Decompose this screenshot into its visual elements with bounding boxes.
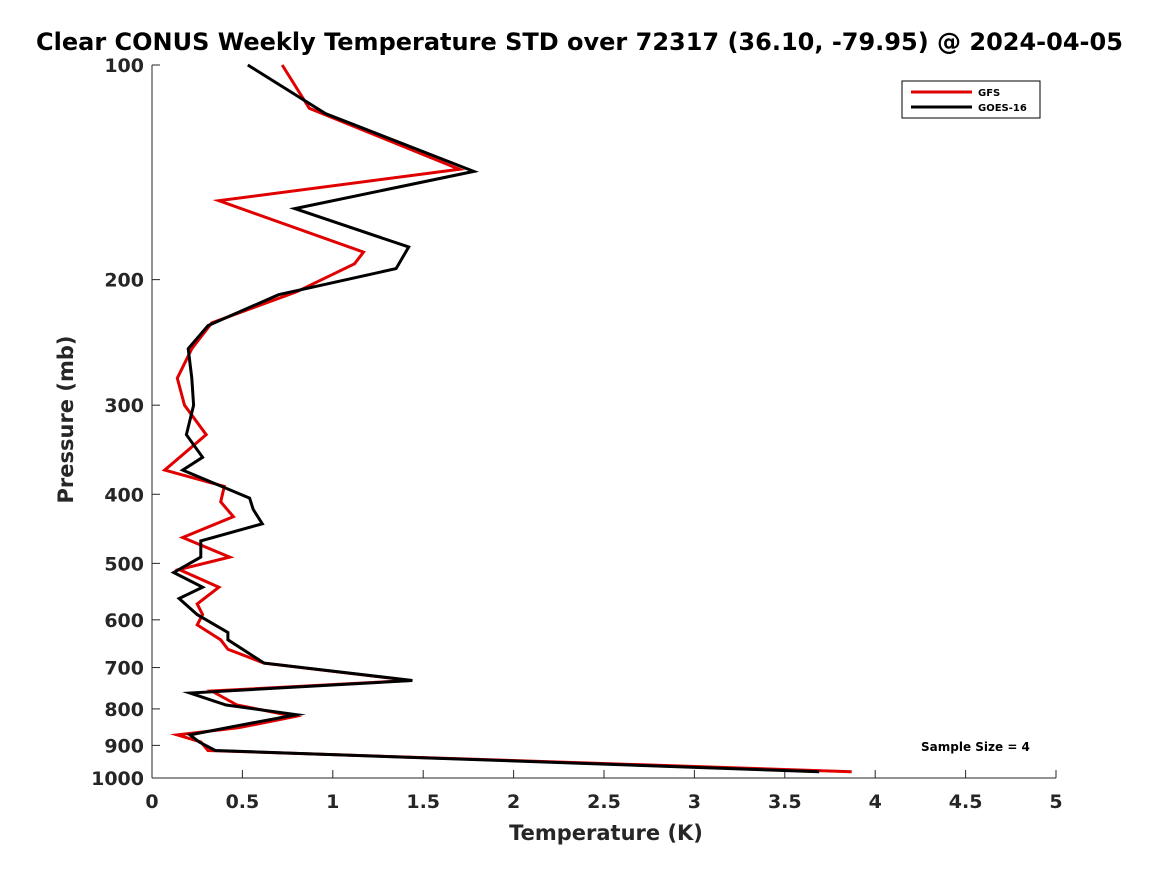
x-tick-label: 1 xyxy=(326,791,339,813)
x-tick-label: 3 xyxy=(688,791,701,813)
legend-label: GOES-16 xyxy=(978,103,1027,114)
legend: GFS GOES-16 xyxy=(901,80,1041,119)
x-tick-label: 4 xyxy=(869,791,882,813)
series-layer xyxy=(161,63,852,774)
y-tick-label: 300 xyxy=(104,395,144,417)
x-tick-label: 0.5 xyxy=(226,791,260,813)
chart-title: Clear CONUS Weekly Temperature STD over … xyxy=(36,28,1123,56)
y-tick-label: 600 xyxy=(104,610,144,632)
y-axis-ticks: 100 200 300 400 500 600 700 800 900 1000 xyxy=(91,55,160,790)
y-tick-label: 400 xyxy=(104,484,144,506)
y-tick-label: 200 xyxy=(104,270,144,292)
x-axis-ticks: 0 0.5 1 1.5 2 2.5 3 3.5 4 4.5 5 xyxy=(145,770,1063,813)
x-axis-label: Temperature (K) xyxy=(509,821,703,845)
y-tick-label: 100 xyxy=(104,55,144,77)
x-tick-label: 5 xyxy=(1049,791,1062,813)
y-tick-label: 500 xyxy=(104,553,144,575)
y-tick-label: 1000 xyxy=(91,768,144,790)
series-line-goes-16 xyxy=(170,63,820,774)
x-tick-label: 3.5 xyxy=(768,791,802,813)
x-tick-label: 4.5 xyxy=(949,791,983,813)
sample-size-annotation: Sample Size = 4 xyxy=(921,740,1030,754)
x-tick-label: 2.5 xyxy=(587,791,621,813)
y-axis-label: Pressure (mb) xyxy=(54,336,78,504)
plot-frame xyxy=(151,65,1056,779)
x-tick-label: 1.5 xyxy=(406,791,440,813)
legend-box xyxy=(901,80,1041,119)
y-tick-label: 800 xyxy=(104,699,144,721)
legend-label: GFS xyxy=(978,88,1000,99)
x-tick-label: 0 xyxy=(145,791,158,813)
x-tick-label: 2 xyxy=(507,791,520,813)
series-line-gfs xyxy=(161,64,852,774)
y-tick-label: 700 xyxy=(104,658,144,680)
y-tick-label: 900 xyxy=(104,735,144,757)
